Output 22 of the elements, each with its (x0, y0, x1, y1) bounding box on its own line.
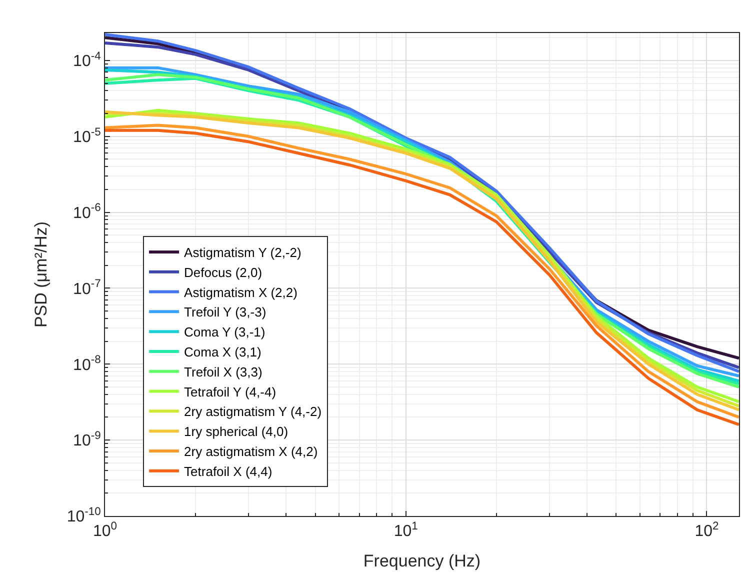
legend-label: Trefoil Y (3,-3) (184, 304, 266, 320)
y-tick-label: 10$^{-9}$ (73, 430, 101, 450)
legend-label: Astigmatism X (2,2) (184, 284, 298, 300)
y-tick-label: 10$^{-7}$ (73, 278, 101, 298)
legend-label: Tetrafoil Y (4,-4) (184, 384, 276, 400)
legend-label: Tetrafoil X (4,4) (184, 464, 272, 479)
legend-label: Trefoil X (3,3) (184, 364, 262, 380)
legend-label: Astigmatism Y (2,-2) (184, 245, 302, 260)
x-axis-title: Frequency (Hz) (363, 552, 481, 571)
legend-label: Coma X (3,1) (184, 344, 262, 360)
legend-label: 1ry spherical (4,0) (184, 424, 288, 440)
y-axis-title: PSD (μm²/Hz) (31, 221, 50, 328)
y-tick-label: 10$^{-6}$ (73, 202, 101, 222)
x-tick-label: 10$^{1}$ (394, 520, 418, 540)
y-tick-label: 10$^{-5}$ (73, 126, 101, 146)
legend-label: 2ry astigmatism Y (4,-2) (184, 404, 322, 420)
legend-label: 2ry astigmatism X (4,2) (184, 444, 318, 460)
legend-label: Defocus (2,0) (184, 264, 262, 280)
legend-label: Coma Y (3,-1) (184, 324, 266, 340)
x-tick-label: 10$^{2}$ (694, 520, 719, 540)
y-tick-label: 10$^{-4}$ (73, 50, 101, 70)
y-tick-label: 10$^{-8}$ (73, 354, 101, 374)
